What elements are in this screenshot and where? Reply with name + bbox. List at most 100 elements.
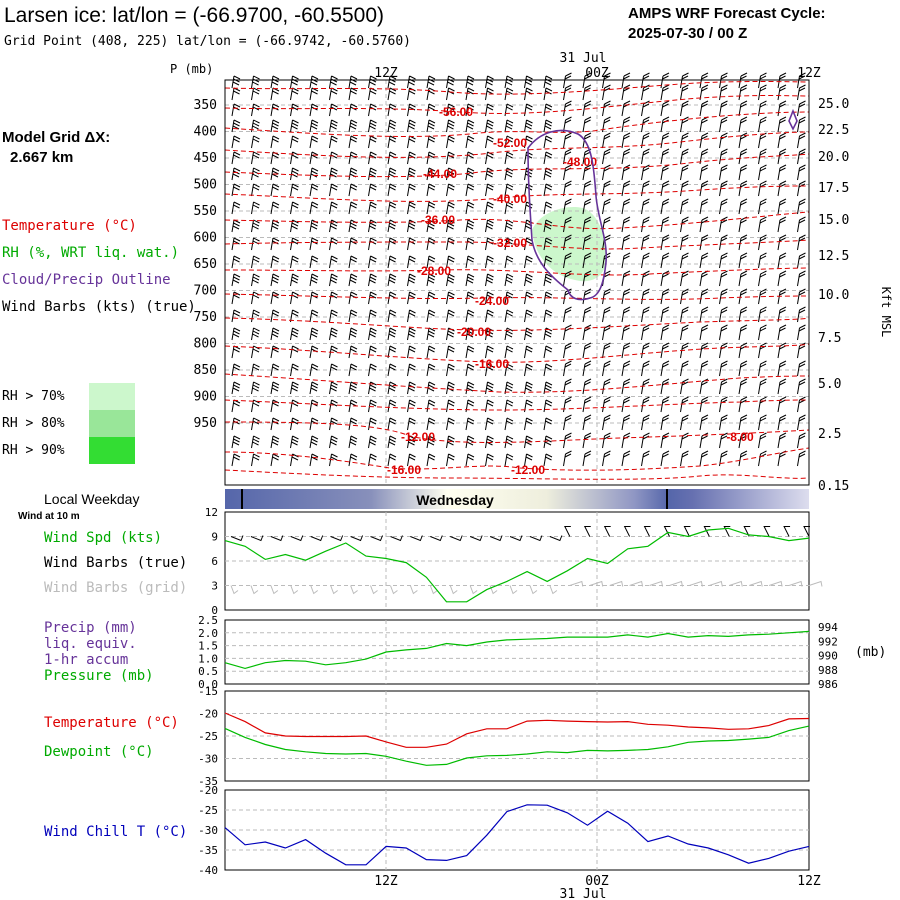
wind-barb [504,151,514,165]
wind-barb-flag [526,363,533,368]
wind-barb [446,327,455,341]
wind-barb-flag [311,273,319,278]
wind-barb-staff [680,417,683,431]
wind-barb-staff [641,119,644,133]
wind-barb-flag [526,399,533,404]
wind-barb-flag [642,399,650,404]
wind-barb-staff [329,399,332,413]
wind-barb-flag [662,432,670,437]
wind-barb [430,535,443,542]
wind-barb-flag [350,276,357,281]
wind-barb [309,201,319,215]
wind-barb-flag [427,225,435,230]
axis-tick-label: -35 [198,775,218,788]
wind-barb-flag [350,201,358,206]
wind-barb-flag [760,100,767,105]
wind-barb-staff [407,363,410,377]
wind-barb [485,183,494,197]
wind-barb-staff [680,435,683,449]
wind-barb-staff [563,103,566,117]
wind-barb-staff [641,135,644,149]
wind-barb-flag [565,72,572,77]
top-date-label: 31 Jul [560,51,607,66]
wind-barb-flag [565,450,572,455]
wind-barb [797,414,806,431]
wind-barb-flag [525,276,533,281]
wind-barb [465,103,475,117]
wind-barb-flag [603,75,611,80]
wind-barb-flag [487,345,494,350]
wind-barb [231,381,241,395]
wind-barb [689,580,703,587]
wind-barb-flag [389,453,397,458]
wind-barb-staff [348,103,352,117]
wind-barb-stroke [270,535,284,542]
wind-barb-flag [584,183,591,188]
wind-barb-flag [311,309,319,314]
wind-barb-staff [368,363,371,377]
wind-barb [309,309,319,323]
wind-barb [329,453,338,467]
wind-barb [582,306,592,323]
wind-barb-flag [233,453,241,458]
wind-barb-flag [272,291,280,296]
wind-barb-staff [602,103,605,117]
wind-barb [738,84,748,101]
wind-barb-flag [545,258,552,263]
wind-barb-flag [252,312,260,317]
wind-barb-flag [545,222,552,227]
wind-barb-staff [738,327,742,341]
wind-barb-flag [292,201,299,206]
wind-barb-flag [623,309,630,314]
wind-barb [563,270,572,287]
wind-barb-flag [311,399,319,404]
wind-barb-staff [738,87,742,101]
wind-barb-staff [446,201,449,215]
wind-barb-flag [271,125,279,130]
wind-barb-flag [272,345,280,350]
wind-barb-staff [641,255,644,269]
wind-barb-staff [231,417,235,431]
wind-barb [680,234,689,251]
wind-barb-flag [643,306,650,311]
wind-barb-flag [370,119,377,124]
wind-barb-flag [564,75,572,80]
wind-barb-flag [350,170,357,175]
wind-barb [582,132,592,149]
wind-barb-flag [311,363,319,368]
wind-barb-flag [506,384,513,389]
wind-barb-flag [350,453,358,458]
wind-barb-flag [292,291,299,296]
wind-barb-flag [427,333,435,338]
wind-barb-flag [389,456,396,461]
wind-barb-flag [584,396,592,401]
wind-barb-flag [798,327,806,332]
wind-barb-flag [233,255,241,260]
wind-barb-flag [779,309,786,314]
wind-barb-staff [329,201,332,215]
wind-barb [426,135,436,149]
wind-barb [582,216,592,233]
wind-barb [485,453,494,467]
wind-barb [602,288,611,305]
wind-barb-flag [253,345,260,350]
wind-barb [348,119,358,133]
wind-barb-flag [584,342,592,347]
wind-barb-flag [428,183,436,188]
wind-barb-stroke [230,585,239,595]
wind-barb-flag [427,387,435,392]
wind-barb-flag [448,273,455,278]
wind-barb-flag [272,456,279,461]
wind-barb [602,198,611,215]
wind-barb-flag [779,399,786,404]
wind-barb-staff [660,183,664,197]
wind-barb-flag [253,201,260,206]
wind-barb-flag [253,255,260,260]
wind-barb-staff [602,151,605,165]
wind-barb-staff [582,345,586,359]
wind-barb-stroke [783,526,791,537]
wind-barb-flag [682,450,689,455]
wind-barb [290,167,299,181]
wind-barb-flag [740,270,748,275]
wind-barb-flag [545,170,552,175]
